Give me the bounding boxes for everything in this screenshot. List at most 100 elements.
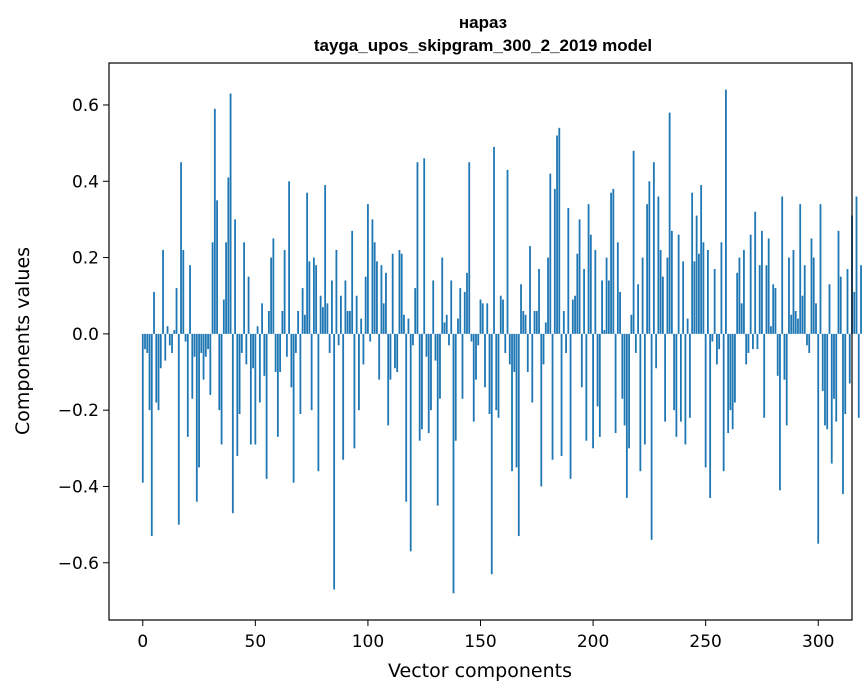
bar <box>803 265 806 334</box>
bar <box>553 188 556 334</box>
bars-group <box>141 89 862 594</box>
bar <box>846 269 849 334</box>
y-tick-label: −0.6 <box>58 554 99 574</box>
bar <box>540 333 543 487</box>
bar <box>643 333 646 445</box>
bar <box>616 242 619 334</box>
bar <box>698 253 700 334</box>
bar <box>342 333 345 460</box>
bar <box>349 310 351 334</box>
bar <box>691 192 694 334</box>
bar <box>556 135 558 334</box>
bar <box>331 280 333 334</box>
bar <box>475 333 477 380</box>
bar <box>567 207 570 334</box>
bar <box>461 333 464 399</box>
bar <box>634 333 637 353</box>
bar <box>436 333 439 506</box>
bar <box>225 242 227 334</box>
bar <box>772 284 775 334</box>
bar <box>763 333 766 418</box>
bar <box>270 257 273 334</box>
bar <box>826 333 829 430</box>
bar <box>799 204 802 334</box>
bar <box>679 333 682 422</box>
bar <box>294 333 297 353</box>
bar <box>403 314 405 334</box>
bar <box>535 310 538 334</box>
bar <box>652 162 655 334</box>
bar <box>364 276 367 334</box>
bar <box>351 230 354 334</box>
bar <box>211 242 214 334</box>
bar <box>425 333 428 357</box>
bar <box>263 333 266 376</box>
chart-title: нараз <box>459 13 507 32</box>
bar <box>639 333 642 472</box>
bar <box>565 333 567 353</box>
bar <box>761 230 763 334</box>
bar <box>463 291 466 334</box>
x-tick-label: 150 <box>464 632 496 652</box>
bar <box>184 333 187 342</box>
bar <box>299 333 302 414</box>
bar <box>380 265 383 334</box>
bar <box>758 265 761 334</box>
bar <box>790 314 793 334</box>
bar <box>598 333 601 437</box>
x-tick-label: 300 <box>802 632 834 652</box>
bar <box>418 333 421 441</box>
bar <box>495 333 498 411</box>
bar <box>569 333 572 479</box>
bar <box>641 257 644 334</box>
bar <box>511 333 513 472</box>
bar <box>198 333 200 468</box>
bar <box>166 326 169 334</box>
bar <box>808 333 811 353</box>
bar <box>391 253 394 334</box>
bar <box>630 314 633 334</box>
bar <box>749 234 752 334</box>
bar <box>155 333 158 403</box>
bar <box>695 215 698 334</box>
bar <box>157 333 160 411</box>
bar <box>439 333 441 399</box>
bar <box>835 333 838 422</box>
bar <box>716 333 718 365</box>
bar <box>533 310 536 334</box>
bar <box>612 188 615 334</box>
bar <box>794 310 797 334</box>
bar <box>477 333 480 346</box>
bar <box>632 150 635 334</box>
bar <box>515 333 518 468</box>
bar <box>576 253 579 334</box>
bar <box>648 181 651 334</box>
bar <box>427 333 430 434</box>
bar <box>173 330 176 334</box>
bar <box>592 333 594 449</box>
bar <box>664 333 667 422</box>
bar <box>144 333 146 350</box>
bar <box>589 234 592 334</box>
bar <box>837 230 840 334</box>
bar <box>497 333 500 418</box>
bar <box>810 238 813 334</box>
bar <box>628 333 630 449</box>
bar <box>358 333 360 411</box>
bar <box>164 333 167 361</box>
bar <box>659 249 662 334</box>
bar <box>454 333 457 441</box>
bar <box>213 108 216 334</box>
bar <box>504 333 507 353</box>
bar <box>614 333 617 434</box>
y-tick-label: −0.2 <box>58 401 99 421</box>
bar <box>369 333 372 342</box>
y-tick-label: −0.4 <box>58 477 99 497</box>
y-tick-label: 0.0 <box>72 325 99 345</box>
bar <box>603 330 606 334</box>
bar <box>412 333 414 346</box>
bar <box>484 333 486 388</box>
bar <box>290 333 293 388</box>
bar <box>675 333 678 437</box>
bar <box>243 242 245 334</box>
